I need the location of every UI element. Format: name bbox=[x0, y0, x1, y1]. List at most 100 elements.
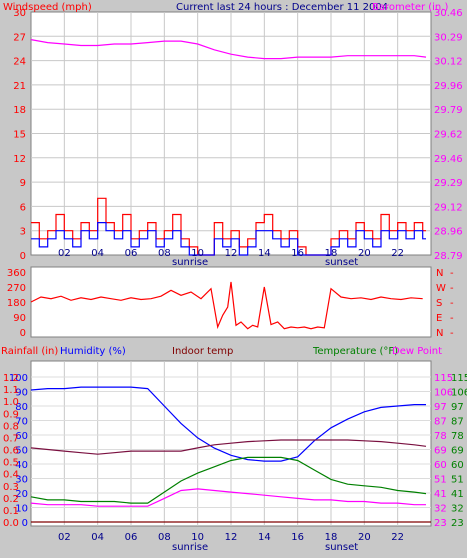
wind-x-axis: 02 04 06 08 10 12 14 16 18 20 22 bbox=[58, 248, 404, 259]
windspeed-tick: 3 bbox=[20, 227, 26, 238]
windspeed-tick: 6 bbox=[20, 202, 26, 213]
climate-x-tick: 02 bbox=[58, 532, 71, 543]
barometer-tick: 28.79 bbox=[434, 251, 463, 262]
sunset-label-top: sunset bbox=[325, 257, 358, 268]
dewpoint-tick: 97 bbox=[434, 402, 447, 413]
climate-x-tick: 12 bbox=[225, 532, 238, 543]
windspeed-tick: 15 bbox=[13, 130, 26, 141]
direction-compass-tick: E bbox=[436, 313, 442, 324]
temperature-tick: 87 bbox=[451, 417, 464, 428]
climate-series bbox=[30, 386, 431, 523]
climate-x-tick: 04 bbox=[91, 532, 104, 543]
barometer-tick: 30.29 bbox=[434, 32, 463, 43]
wind-x-tick: 02 bbox=[58, 248, 71, 259]
dewpoint-tick: 51 bbox=[434, 475, 447, 486]
barometer-tick: 29.62 bbox=[434, 130, 463, 141]
climate-x-tick: 06 bbox=[125, 532, 138, 543]
wind-x-tick: 12 bbox=[225, 248, 238, 259]
windspeed-tick: 21 bbox=[13, 81, 26, 92]
temperature-tick: 41 bbox=[451, 489, 464, 500]
direction-compass-tick: N bbox=[436, 268, 443, 279]
humidity-label: Humidity (%) bbox=[60, 346, 126, 357]
indoor-temp-series bbox=[30, 439, 427, 455]
rainfall-tick: 0.9 bbox=[3, 409, 19, 420]
dewpoint-tick: 69 bbox=[434, 446, 447, 457]
wind-grid bbox=[31, 12, 431, 255]
dewpoint-tick: 115 bbox=[434, 373, 453, 384]
temperature-tick: 97 bbox=[451, 402, 464, 413]
direction-degree-tick: 360 bbox=[7, 268, 26, 279]
rainfall-tick: 0.6 bbox=[3, 446, 19, 457]
climate-panel: 10090807060504030201001.21.11.00.90.80.7… bbox=[1, 346, 467, 553]
wind-x-tick: 18 bbox=[325, 248, 338, 259]
windspeed-tick: 27 bbox=[13, 32, 26, 43]
rainfall-tick: 0.0 bbox=[3, 518, 19, 529]
temperature-tick: 23 bbox=[451, 518, 464, 529]
humidity-tick: 100 bbox=[9, 373, 28, 384]
dewpoint-label: Dew Point bbox=[392, 346, 442, 357]
barometer-tick: 28.96 bbox=[434, 227, 463, 238]
sunset-label-bottom: sunset bbox=[325, 542, 358, 553]
barometer-tick: 29.96 bbox=[434, 81, 463, 92]
dewpoint-tick: 60 bbox=[434, 460, 447, 471]
windspeed-tick: 0 bbox=[20, 251, 26, 262]
direction-series bbox=[30, 281, 423, 330]
rainfall-tick: 0.2 bbox=[3, 494, 19, 505]
climate-x-tick: 10 bbox=[191, 532, 204, 543]
humidity-tick: 80 bbox=[15, 402, 28, 413]
humidity-tick: 20 bbox=[15, 489, 28, 500]
climate-x-tick: 22 bbox=[391, 532, 404, 543]
rainfall-tick: 0.8 bbox=[3, 421, 19, 432]
direction-degree-tick: 180 bbox=[7, 298, 26, 309]
windspeed-tick: 12 bbox=[13, 154, 26, 165]
temperature-tick: 51 bbox=[451, 475, 464, 486]
wind-speed-series bbox=[31, 222, 426, 256]
direction-compass-tick: S bbox=[436, 298, 442, 309]
humidity-tick: 40 bbox=[15, 460, 28, 471]
humidity-series bbox=[30, 386, 426, 462]
temperature-axis: 115 106 97 87 78 69 60 51 41 32 23 115 106 97 87 78 69 60… bbox=[434, 373, 467, 529]
indoor-temp-label: Indoor temp bbox=[172, 346, 233, 357]
wind-direction-series bbox=[30, 281, 423, 330]
dewpoint-tick: 78 bbox=[434, 431, 447, 442]
climate-x-tick: 20 bbox=[358, 532, 371, 543]
wind-series bbox=[30, 39, 427, 256]
temperature-tick: 115 bbox=[451, 373, 467, 384]
dewpoint-tick: 32 bbox=[434, 504, 447, 515]
dewpoint-series bbox=[30, 488, 426, 507]
rainfall-tick: 1.0 bbox=[3, 397, 19, 408]
barometer-tick: 29.12 bbox=[434, 202, 463, 213]
direction-compass-dash: - bbox=[450, 283, 454, 294]
wind-x-tick: 08 bbox=[158, 248, 171, 259]
wind-x-tick: 06 bbox=[125, 248, 138, 259]
windspeed-tick: 24 bbox=[13, 57, 26, 68]
humidity-rain-axis: 10090807060504030201001.21.11.00.90.80.7… bbox=[3, 373, 28, 529]
wind-x-tick: 14 bbox=[258, 248, 271, 259]
temperature-tick: 106 bbox=[451, 388, 467, 399]
climate-grid bbox=[31, 361, 431, 526]
direction-compass-tick: W bbox=[436, 283, 446, 294]
humidity-tick: 60 bbox=[15, 431, 28, 442]
windspeed-tick: 18 bbox=[13, 105, 26, 116]
rainfall-tick: 0.4 bbox=[3, 470, 19, 481]
temperature-tick: 69 bbox=[451, 446, 464, 457]
rainfall-tick: 1.2 bbox=[3, 373, 19, 384]
climate-x-axis: 02 04 06 08 10 12 14 16 18 20 22 bbox=[58, 532, 404, 543]
climate-x-tick: 08 bbox=[158, 532, 171, 543]
direction-compass-dash: - bbox=[450, 268, 454, 279]
wind-x-tick: 04 bbox=[91, 248, 104, 259]
rainfall-tick: 0.7 bbox=[3, 433, 19, 444]
direction-degree-tick: 90 bbox=[13, 313, 26, 324]
temperature-label: Temperature (°F) bbox=[312, 346, 398, 357]
climate-x-tick: 14 bbox=[258, 532, 271, 543]
direction-compass-tick: N bbox=[436, 328, 443, 339]
barometer-tick: 29.79 bbox=[434, 105, 463, 116]
wind-x-tick: 16 bbox=[291, 248, 304, 259]
dewpoint-tick: 87 bbox=[434, 417, 447, 428]
temperature-tick: 60 bbox=[451, 460, 464, 471]
humidity-tick: 50 bbox=[15, 446, 28, 457]
